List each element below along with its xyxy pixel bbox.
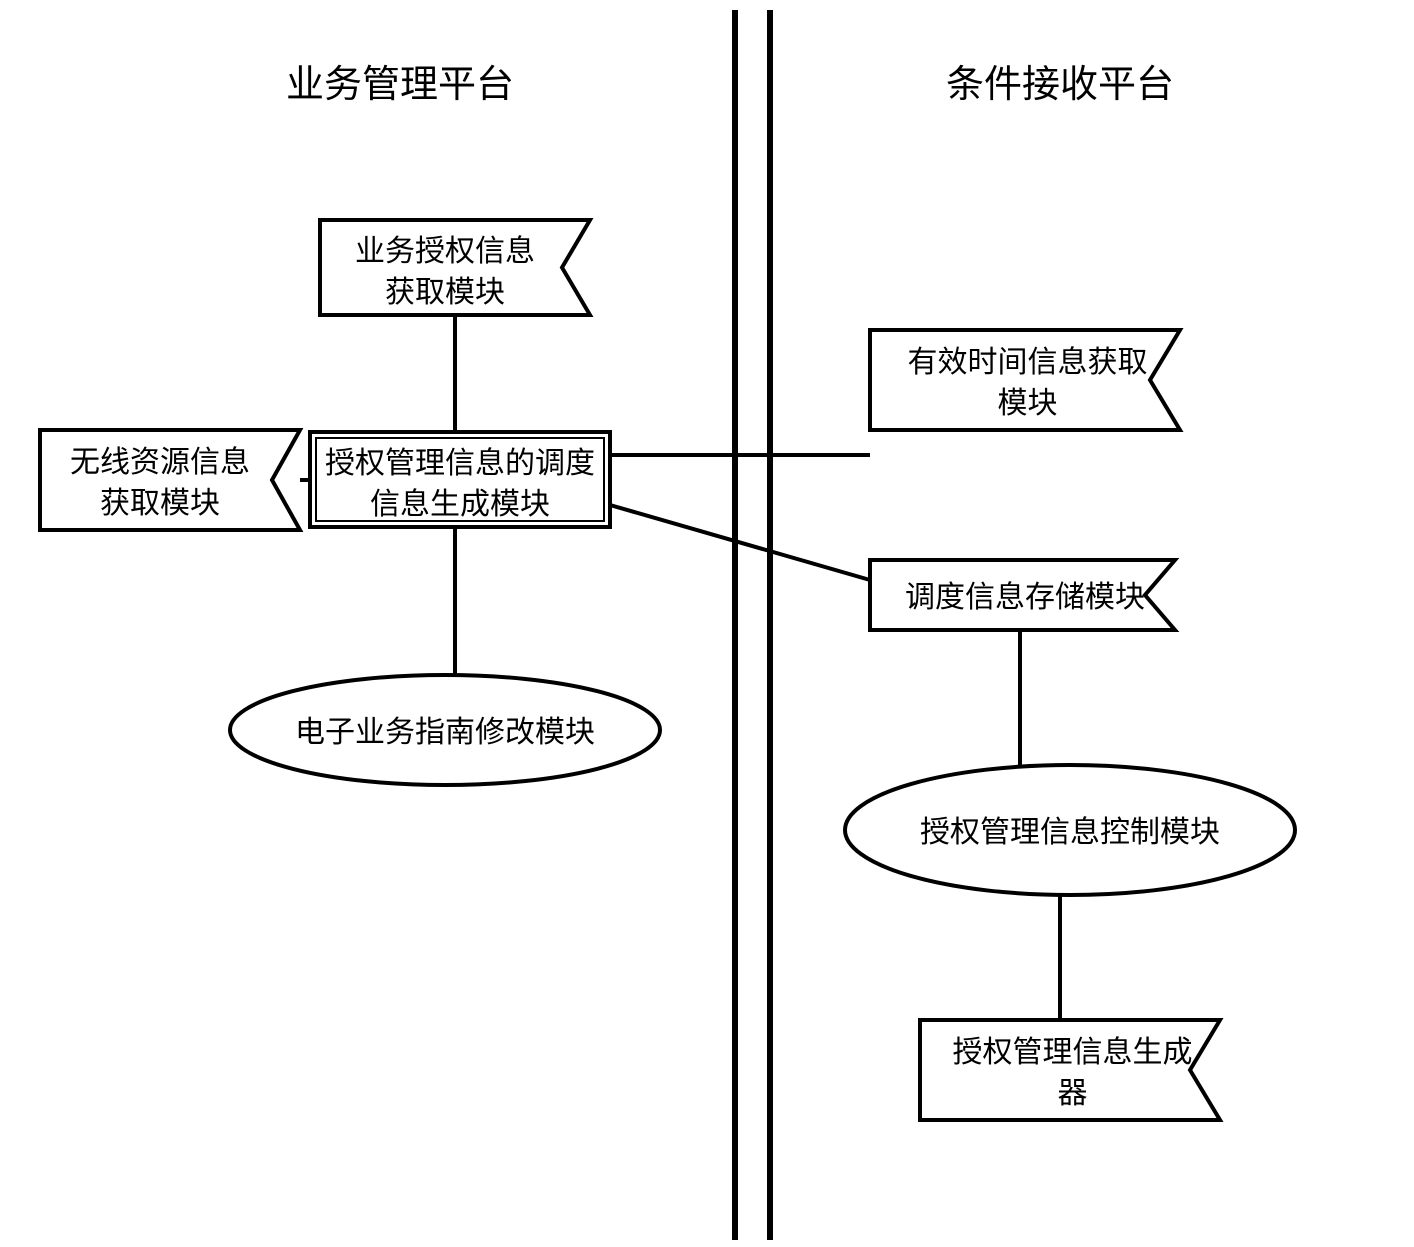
node-bizauth-label: 业务授权信息 获取模块 (320, 232, 570, 313)
node-esg-label: 电子业务指南修改模块 (255, 713, 635, 754)
node-emmctrl-label: 授权管理信息控制模块 (870, 813, 1270, 854)
heading-right: 条件接收平台 (900, 60, 1220, 111)
node-schedstore-label: 调度信息存储模块 (885, 578, 1165, 619)
flowchart-diagram: 业务管理平台 条件接收平台 无线资源信息 获取模块 业务授权信息 获取模块 授权… (0, 0, 1414, 1247)
node-emmgen-label: 授权管理信息生成 器 (935, 1033, 1210, 1114)
node-validtime-label: 有效时间信息获取 模块 (885, 343, 1170, 424)
node-schedgen-label: 授权管理信息的调度 信息生成模块 (310, 444, 610, 525)
heading-left: 业务管理平台 (250, 60, 550, 111)
node-wireless-label: 无线资源信息 获取模块 (40, 443, 280, 524)
